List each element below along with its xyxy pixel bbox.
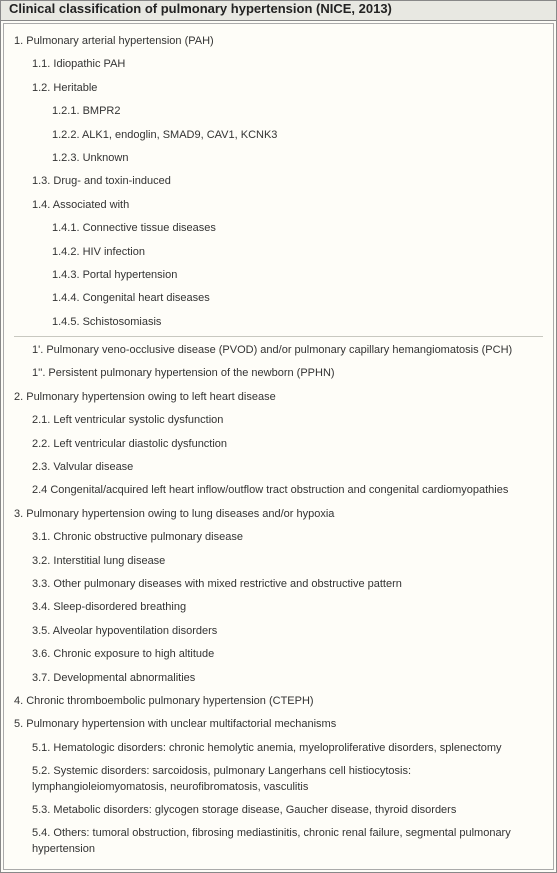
list-item: 3. Pulmonary hypertension owing to lung … <box>14 503 543 526</box>
list-item: 1.2.2. ALK1, endoglin, SMAD9, CAV1, KCNK… <box>14 124 543 147</box>
list-item: 3.7. Developmental abnormalities <box>14 667 543 690</box>
list-item: 1.3. Drug- and toxin-induced <box>14 170 543 193</box>
list-item: 1.4.3. Portal hypertension <box>14 264 543 287</box>
classification-panel: Clinical classification of pulmonary hyp… <box>0 0 557 873</box>
list-item: 1.1. Idiopathic PAH <box>14 53 543 76</box>
list-item: 1. Pulmonary arterial hypertension (PAH) <box>14 30 543 53</box>
list-item: 5.1. Hematologic disorders: chronic hemo… <box>14 737 543 760</box>
list-item: 5.2. Systemic disorders: sarcoidosis, pu… <box>14 760 543 799</box>
list-item: 1.4.2. HIV infection <box>14 241 543 264</box>
list-item: 2.2. Left ventricular diastolic dysfunct… <box>14 433 543 456</box>
list-item: 5.3. Metabolic disorders: glycogen stora… <box>14 799 543 822</box>
list-item: 1.4.5. Schistosomiasis <box>14 311 543 334</box>
list-item: 3.1. Chronic obstructive pulmonary disea… <box>14 526 543 549</box>
list-item: 4. Chronic thromboembolic pulmonary hype… <box>14 690 543 713</box>
list-item: 1.4. Associated with <box>14 194 543 217</box>
list-item: 1'. Pulmonary veno-occlusive disease (PV… <box>14 339 543 362</box>
list-item: 3.2. Interstitial lung disease <box>14 550 543 573</box>
list-item: 1.4.4. Congenital heart diseases <box>14 287 543 310</box>
list-item: 5. Pulmonary hypertension with unclear m… <box>14 713 543 736</box>
panel-title: Clinical classification of pulmonary hyp… <box>1 1 556 21</box>
separator <box>14 336 543 337</box>
list-item: 3.6. Chronic exposure to high altitude <box>14 643 543 666</box>
list-item: 2.4 Congenital/acquired left heart inflo… <box>14 479 543 502</box>
list-item: 5.4. Others: tumoral obstruction, fibros… <box>14 822 543 861</box>
list-item: 1''. Persistent pulmonary hypertension o… <box>14 362 543 385</box>
list-item: 1.4.1. Connective tissue diseases <box>14 217 543 240</box>
list-item: 1.2. Heritable <box>14 77 543 100</box>
list-item: 1.2.1. BMPR2 <box>14 100 543 123</box>
list-item: 3.5. Alveolar hypoventilation disorders <box>14 620 543 643</box>
list-item: 2.3. Valvular disease <box>14 456 543 479</box>
list-item: 2. Pulmonary hypertension owing to left … <box>14 386 543 409</box>
list-item: 3.4. Sleep-disordered breathing <box>14 596 543 619</box>
list-item: 3.3. Other pulmonary diseases with mixed… <box>14 573 543 596</box>
classification-list: 1. Pulmonary arterial hypertension (PAH)… <box>3 23 554 870</box>
list-item: 1.2.3. Unknown <box>14 147 543 170</box>
list-item: 2.1. Left ventricular systolic dysfuncti… <box>14 409 543 432</box>
